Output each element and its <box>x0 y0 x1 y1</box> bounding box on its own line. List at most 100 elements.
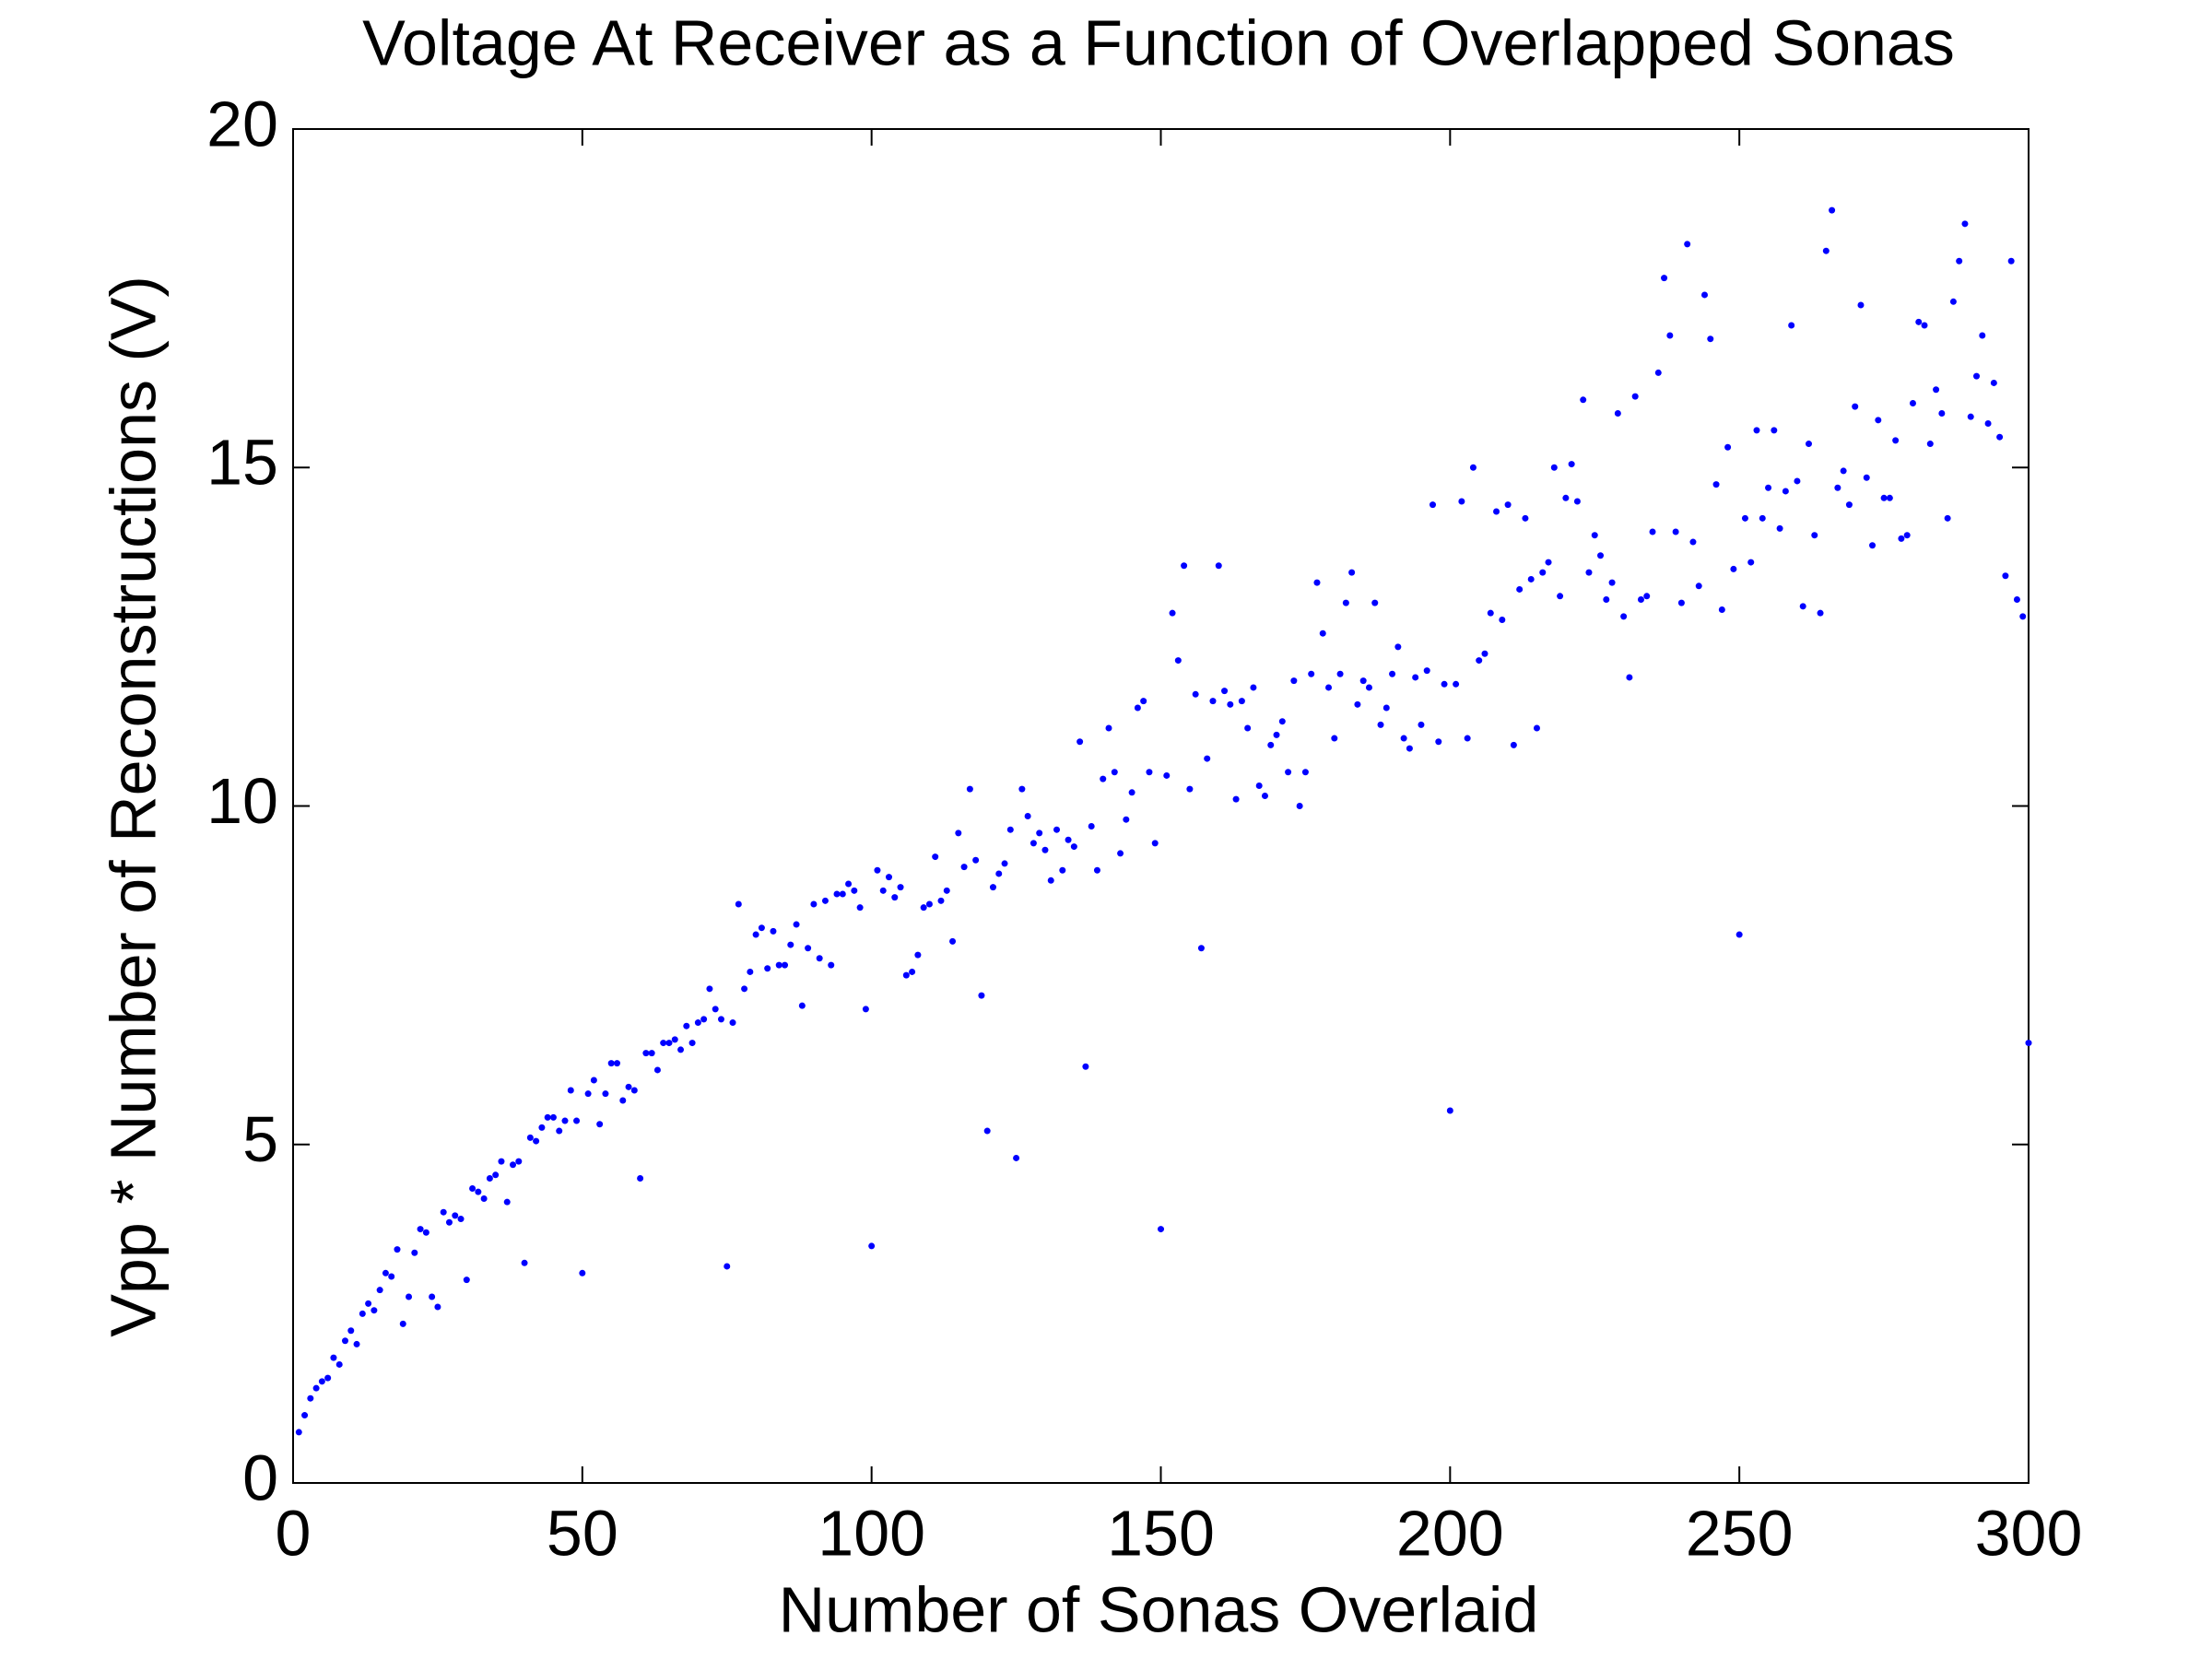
data-point <box>1626 674 1633 681</box>
data-point <box>897 884 904 891</box>
data-point <box>1261 792 1268 799</box>
data-point <box>1562 494 1570 501</box>
data-point <box>602 1090 609 1098</box>
data-point <box>729 1019 736 1027</box>
data-point <box>1342 599 1349 606</box>
data-point <box>637 1174 644 1182</box>
data-point <box>1186 785 1194 793</box>
data-point <box>498 1158 505 1165</box>
data-point <box>978 992 985 999</box>
data-point <box>1637 595 1644 603</box>
data-point <box>1077 738 1084 746</box>
data-point <box>1788 322 1795 329</box>
data-point <box>1359 677 1367 685</box>
data-point <box>810 900 818 908</box>
data-point <box>1811 532 1818 539</box>
data-point <box>1771 427 1778 434</box>
data-point <box>452 1212 459 1219</box>
data-point <box>1550 464 1558 471</box>
data-point <box>1984 420 1992 428</box>
data-point <box>1829 206 1836 214</box>
data-point <box>1111 769 1118 776</box>
data-point <box>1273 731 1280 738</box>
data-point <box>549 1113 557 1121</box>
data-point <box>1047 877 1054 884</box>
data-point <box>1128 789 1135 796</box>
data-point <box>1869 542 1877 549</box>
data-point <box>1100 775 1107 782</box>
data-point <box>1852 403 1859 410</box>
data-point <box>1469 464 1477 471</box>
data-point <box>1695 582 1702 590</box>
data-point <box>677 1046 685 1053</box>
data-point <box>1539 569 1547 576</box>
data-point <box>1822 247 1830 254</box>
data-point <box>1689 538 1697 546</box>
data-point <box>798 1002 806 1009</box>
data-point <box>1649 528 1656 535</box>
data-point <box>1614 409 1621 417</box>
data-point <box>648 1050 655 1057</box>
data-point <box>561 1117 569 1124</box>
data-point <box>1418 721 1425 728</box>
data-point <box>1319 629 1326 637</box>
data-point <box>544 1113 551 1121</box>
data-point <box>1400 735 1407 742</box>
data-point <box>1441 680 1448 688</box>
data-point <box>653 1066 661 1074</box>
data-point <box>1458 498 1465 505</box>
data-point <box>747 968 754 975</box>
data-point <box>1522 514 1529 522</box>
data-point <box>1053 826 1061 833</box>
data-point <box>642 1050 650 1057</box>
data-point <box>440 1208 447 1216</box>
data-point <box>1857 301 1865 309</box>
data-point <box>782 961 789 969</box>
data-point <box>925 900 933 908</box>
data-point <box>434 1303 441 1311</box>
data-point <box>1499 617 1506 624</box>
data-point <box>538 1124 546 1131</box>
data-point <box>533 1137 540 1145</box>
data-point <box>526 1134 534 1141</box>
data-point <box>1573 498 1581 505</box>
data-point <box>2002 572 2009 580</box>
data-point <box>1684 241 1691 248</box>
data-point <box>1209 698 1217 705</box>
data-point <box>521 1259 528 1266</box>
data-point <box>584 1090 592 1098</box>
data-point <box>660 1040 667 1047</box>
data-point <box>510 1161 517 1169</box>
data-point <box>1174 657 1182 665</box>
data-point <box>1215 562 1222 570</box>
data-point <box>1204 755 1211 762</box>
data-point <box>1406 745 1413 752</box>
data-point <box>1169 609 1176 617</box>
data-point <box>1348 569 1356 576</box>
data-point <box>422 1229 429 1236</box>
data-point <box>706 985 713 993</box>
data-point <box>787 941 794 948</box>
data-point <box>347 1327 355 1335</box>
data-point <box>619 1097 627 1104</box>
data-point <box>665 1040 673 1047</box>
data-point <box>1701 291 1709 299</box>
data-point <box>1278 718 1286 725</box>
data-point <box>1394 643 1402 651</box>
data-point <box>1741 514 1748 522</box>
data-point <box>1654 369 1662 376</box>
data-point <box>683 1022 690 1030</box>
data-point <box>1123 816 1130 823</box>
data-point <box>724 1263 731 1270</box>
data-point <box>515 1158 523 1165</box>
data-point <box>1476 657 1483 665</box>
data-point <box>573 1117 581 1124</box>
data-point <box>1423 667 1430 675</box>
data-point <box>2019 613 2027 620</box>
data-point <box>983 1127 991 1135</box>
data-point <box>856 904 864 912</box>
data-point <box>445 1218 453 1226</box>
data-point <box>758 924 765 932</box>
data-point <box>1880 494 1888 501</box>
